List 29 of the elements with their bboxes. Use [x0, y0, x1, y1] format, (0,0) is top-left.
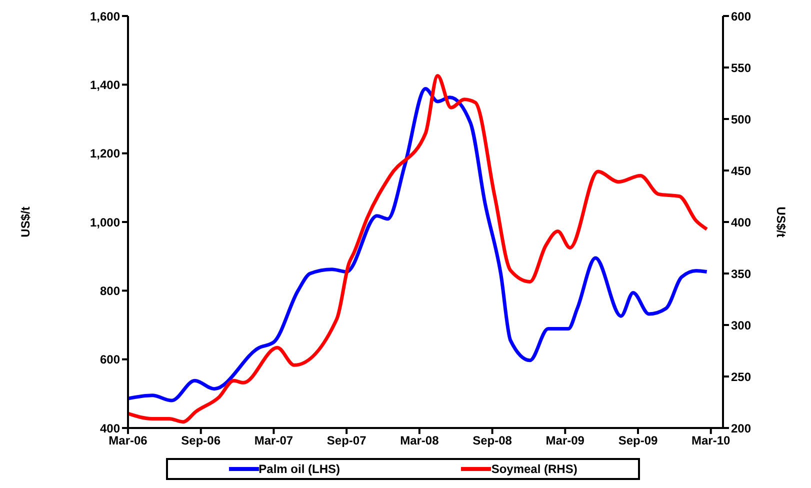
y-tick-label: 1,200: [90, 146, 120, 161]
y2-tick-label: 500: [731, 112, 752, 126]
y-tick-label: 600: [100, 352, 120, 367]
y2-tick-label: 350: [731, 266, 752, 281]
y-tick-label: 400: [100, 421, 120, 436]
y2-tick-label: 600: [731, 9, 752, 24]
y-tick-label: 1,600: [90, 9, 120, 24]
y-axis-title: US$/t: [18, 206, 32, 238]
y2-tick-label: 250: [731, 370, 752, 384]
y2-tick-label: 550: [731, 60, 752, 75]
y-tick-label: 1,400: [90, 78, 120, 92]
y-tick-label: 1,000: [90, 215, 120, 230]
x-tick-label: Mar-07: [254, 434, 294, 448]
legend-label: Soymeal (RHS): [491, 462, 578, 476]
legend-label: Palm oil (LHS): [258, 462, 340, 476]
y2-tick-label: 450: [731, 164, 752, 178]
x-tick-label: Sep-09: [618, 434, 658, 448]
y2-tick-label: 200: [731, 421, 752, 436]
x-tick-label: Mar-08: [400, 434, 440, 448]
x-tick-label: Sep-08: [472, 434, 512, 448]
x-tick-label: Mar-10: [692, 434, 731, 448]
x-tick-label: Sep-07: [326, 434, 367, 448]
x-tick-label: Mar-09: [546, 434, 585, 448]
y-tick-label: 800: [100, 284, 120, 298]
y2-tick-label: 300: [731, 318, 752, 332]
y2-tick-label: 400: [731, 215, 752, 230]
x-tick-label: Mar-06: [108, 434, 148, 448]
x-tick-label: Sep-06: [181, 434, 221, 448]
y2-axis-title: US$/t: [774, 206, 788, 238]
